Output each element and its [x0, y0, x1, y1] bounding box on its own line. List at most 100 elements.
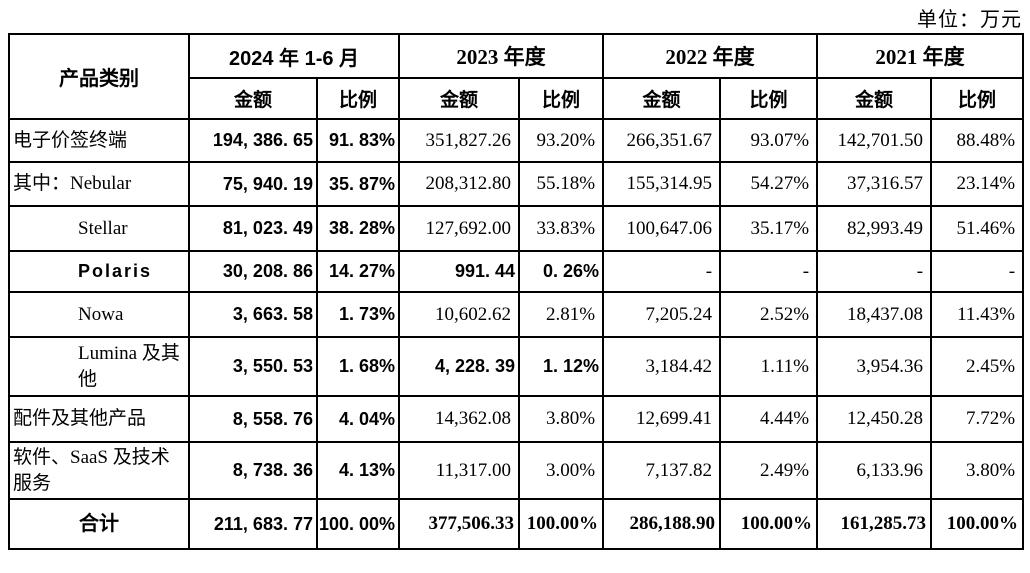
period-header-row: 产品类别 2024 年 1-6 月 2023 年度 2022 年度 2021 年… [8, 33, 1025, 120]
ratio-cell: 38. 28% [315, 205, 401, 252]
ratio-cell: 4. 04% [315, 395, 401, 443]
ratio-header-2021: 比例 [930, 77, 1025, 120]
table-row: 软件、SaaS 及技术服务 8, 738. 36 4. 13% 11,317.00 3.… [8, 441, 1025, 500]
amount-cell: 991. 44 [398, 250, 521, 293]
table-row: Stellar 81, 023. 49 38. 28% 127,692.00 33.83… [8, 205, 1025, 252]
amount-cell: 161,285.73 [816, 498, 933, 550]
ratio-cell: 1.11% [719, 336, 819, 397]
amount-cell: 3, 663. 58 [188, 291, 318, 338]
ratio-cell: 35.17% [719, 205, 819, 252]
amount-cell: 81, 023. 49 [188, 205, 318, 252]
period-header-2023: 2023 年度 [398, 33, 605, 79]
row-label: Nowa [8, 291, 190, 338]
table-row: 电子价签终端 194, 386. 65 91. 83% 351,827.26 93.20… [8, 118, 1025, 163]
ratio-cell: 14. 27% [315, 250, 401, 293]
ratio-cell: 11.43% [930, 291, 1025, 338]
amount-cell: 3,184.42 [602, 336, 722, 397]
amount-cell: 30, 208. 86 [188, 250, 318, 293]
table-row: Polaris 30, 208. 86 14. 27% 991. 44 0. 26% - -… [8, 250, 1025, 293]
amount-cell: 8, 558. 76 [188, 395, 318, 443]
amount-cell: 11,317.00 [398, 441, 521, 500]
ratio-cell: 1. 73% [315, 291, 401, 338]
ratio-cell: 2.52% [719, 291, 819, 338]
row-label: Stellar [8, 205, 190, 252]
ratio-cell: 100.00% [930, 498, 1025, 550]
ratio-cell: 88.48% [930, 118, 1025, 163]
amount-cell: 211, 683. 77 [188, 498, 318, 550]
table-row: 合计 211, 683. 77 100. 00% 377,506.33 100.00% 2… [8, 498, 1025, 550]
ratio-cell: 1. 12% [518, 336, 605, 397]
amount-cell: 3, 550. 53 [188, 336, 318, 397]
amount-cell: 194, 386. 65 [188, 118, 318, 163]
amount-cell: 377,506.33 [398, 498, 521, 550]
ratio-cell: 2.45% [930, 336, 1025, 397]
amount-cell: 75, 940. 19 [188, 161, 318, 207]
ratio-cell: 51.46% [930, 205, 1025, 252]
sub-header-row: 金额 比例 金额 比例 金额 比例 金额 比例 [9, 77, 1025, 120]
ratio-cell: 33.83% [518, 205, 605, 252]
table-row: Nowa 3, 663. 58 1. 73% 10,602.62 2.81% 7,205.… [8, 291, 1025, 338]
product-revenue-table: 产品类别 2024 年 1-6 月 2023 年度 2022 年度 2021 年… [8, 33, 1025, 550]
row-label: 配件及其他产品 [8, 395, 190, 443]
ratio-cell: - [930, 250, 1025, 293]
amount-header-2024: 金额 [188, 77, 318, 120]
amount-cell: 14,362.08 [398, 395, 521, 443]
amount-cell: 12,450.28 [816, 395, 933, 443]
row-label: 软件、SaaS 及技术服务 [8, 441, 190, 500]
amount-cell: - [602, 250, 722, 293]
table-header: 产品类别 2024 年 1-6 月 2023 年度 2022 年度 2021 年… [8, 33, 1025, 120]
amount-cell: 12,699.41 [602, 395, 722, 443]
row-label: 其中：Nebular [8, 161, 190, 207]
amount-cell: 7,137.82 [602, 441, 722, 500]
ratio-cell: 3.80% [930, 441, 1025, 500]
ratio-header-2022: 比例 [719, 77, 819, 120]
amount-cell: 6,133.96 [816, 441, 933, 500]
ratio-cell: - [719, 250, 819, 293]
ratio-cell: 4.44% [719, 395, 819, 443]
period-header-2022: 2022 年度 [602, 33, 819, 79]
ratio-cell: 7.72% [930, 395, 1025, 443]
ratio-header-2024: 比例 [315, 77, 401, 120]
amount-cell: 37,316.57 [816, 161, 933, 207]
ratio-cell: 1. 68% [315, 336, 401, 397]
amount-cell: 10,602.62 [398, 291, 521, 338]
ratio-cell: 23.14% [930, 161, 1025, 207]
ratio-cell: 55.18% [518, 161, 605, 207]
amount-cell: 8, 738. 36 [188, 441, 318, 500]
product-category-header: 产品类别 [8, 33, 190, 120]
row-label: 电子价签终端 [8, 118, 190, 163]
ratio-cell: 35. 87% [315, 161, 401, 207]
amount-cell: 142,701.50 [816, 118, 933, 163]
amount-cell: 155,314.95 [602, 161, 722, 207]
amount-cell: 82,993.49 [816, 205, 933, 252]
amount-cell: 4, 228. 39 [398, 336, 521, 397]
amount-header-2021: 金额 [816, 77, 933, 120]
period-header-2024: 2024 年 1-6 月 [187, 33, 401, 79]
ratio-cell: 3.80% [518, 395, 605, 443]
ratio-cell: 100.00% [719, 498, 819, 550]
ratio-cell: 2.49% [719, 441, 819, 500]
amount-cell: 7,205.24 [602, 291, 722, 338]
amount-cell: 3,954.36 [816, 336, 933, 397]
amount-cell: 266,351.67 [602, 118, 722, 163]
amount-cell: 208,312.80 [398, 161, 521, 207]
table-row: 其中：Nebular 75, 940. 19 35. 87% 208,312.80 55… [8, 161, 1025, 207]
ratio-cell: 2.81% [518, 291, 605, 338]
row-label: 合计 [8, 498, 190, 550]
ratio-cell: 93.20% [518, 118, 605, 163]
row-label: Polaris [8, 250, 190, 293]
ratio-cell: 3.00% [518, 441, 605, 500]
unit-label: 单位：万元 [917, 9, 1022, 31]
table-body: 电子价签终端 194, 386. 65 91. 83% 351,827.26 93.20… [8, 118, 1025, 550]
ratio-cell: 100. 00% [315, 498, 401, 550]
amount-header-2023: 金额 [398, 77, 521, 120]
table-row: 配件及其他产品 8, 558. 76 4. 04% 14,362.08 3.80% 12,… [8, 395, 1025, 443]
amount-cell: - [816, 250, 933, 293]
ratio-cell: 0. 26% [518, 250, 605, 293]
ratio-header-2023: 比例 [518, 77, 605, 120]
period-header-2021: 2021 年度 [816, 33, 1025, 79]
amount-cell: 351,827.26 [398, 118, 521, 163]
row-label: Lumina 及其他 [8, 336, 190, 397]
table-row: Lumina 及其他 3, 550. 53 1. 68% 4, 228. 39 1. 1… [8, 336, 1025, 397]
amount-header-2022: 金额 [602, 77, 722, 120]
